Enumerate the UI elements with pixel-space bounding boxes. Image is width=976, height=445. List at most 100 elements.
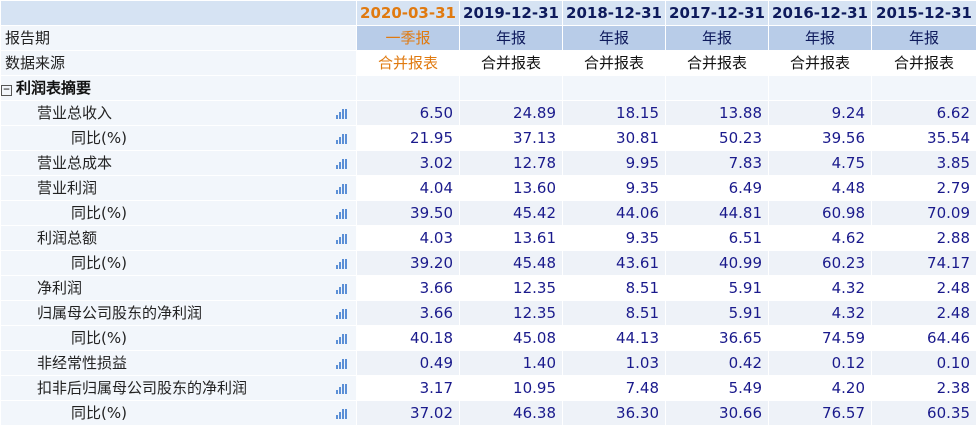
value-cell: 44.13	[562, 325, 666, 351]
bar-chart-icon[interactable]	[336, 284, 348, 294]
row-label: 同比(%)	[0, 325, 357, 351]
data-source-cell: 合并报表	[665, 50, 769, 76]
value-cell: 2.88	[871, 225, 976, 251]
table-row: 营业总收入 6.50 24.89 18.15 13.88 9.24 6.62	[0, 100, 976, 126]
value-cell: 0.49	[356, 350, 460, 376]
table-row: 同比(%) 40.18 45.08 44.13 36.65 74.59 64.46	[0, 325, 976, 351]
value-cell: 50.23	[665, 125, 769, 151]
value-cell: 46.38	[459, 400, 563, 426]
value-cell: 1.40	[459, 350, 563, 376]
value-cell: 3.85	[871, 150, 976, 176]
data-source-row: 数据来源 合并报表 合并报表 合并报表 合并报表 合并报表 合并报表	[0, 50, 976, 76]
value-cell: 7.48	[562, 375, 666, 401]
data-source-label: 数据来源	[0, 50, 357, 76]
row-label: 营业总收入	[0, 100, 357, 126]
report-type-cell: 年报	[665, 25, 769, 51]
period-header[interactable]: 2016-12-31	[768, 0, 872, 26]
value-cell: 44.81	[665, 200, 769, 226]
data-source-cell: 合并报表	[562, 50, 666, 76]
row-label: 同比(%)	[0, 250, 357, 276]
collapse-toggle-icon[interactable]: −	[1, 85, 12, 96]
row-label: 同比(%)	[0, 200, 357, 226]
table-row: 同比(%) 21.95 37.13 30.81 50.23 39.56 35.54	[0, 125, 976, 151]
value-cell: 40.99	[665, 250, 769, 276]
bar-chart-icon[interactable]	[336, 409, 348, 419]
row-label: 归属母公司股东的净利润	[0, 300, 357, 326]
value-cell: 8.51	[562, 275, 666, 301]
value-cell: 4.04	[356, 175, 460, 201]
value-cell: 76.57	[768, 400, 872, 426]
value-cell: 12.35	[459, 300, 563, 326]
data-source-cell: 合并报表	[459, 50, 563, 76]
value-cell: 30.66	[665, 400, 769, 426]
value-cell: 64.46	[871, 325, 976, 351]
value-cell: 2.48	[871, 275, 976, 301]
section-header-row: − 利润表摘要	[0, 75, 976, 101]
value-cell: 4.75	[768, 150, 872, 176]
value-cell: 6.50	[356, 100, 460, 126]
report-type-cell: 年报	[562, 25, 666, 51]
table-row: 扣非后归属母公司股东的净利润 3.17 10.95 7.48 5.49 4.20 2.38	[0, 375, 976, 401]
value-cell: 1.03	[562, 350, 666, 376]
period-header[interactable]: 2020-03-31	[356, 0, 460, 26]
period-header[interactable]: 2018-12-31	[562, 0, 666, 26]
value-cell: 6.49	[665, 175, 769, 201]
value-cell: 2.38	[871, 375, 976, 401]
value-cell: 45.48	[459, 250, 563, 276]
value-cell: 40.18	[356, 325, 460, 351]
period-header[interactable]: 2017-12-31	[665, 0, 769, 26]
table-row: 同比(%) 37.02 46.38 36.30 30.66 76.57 60.35	[0, 400, 976, 426]
value-cell: 35.54	[871, 125, 976, 151]
value-cell: 60.98	[768, 200, 872, 226]
value-cell: 13.61	[459, 225, 563, 251]
table-row: 净利润 3.66 12.35 8.51 5.91 4.32 2.48	[0, 275, 976, 301]
value-cell: 37.13	[459, 125, 563, 151]
bar-chart-icon[interactable]	[336, 334, 348, 344]
bar-chart-icon[interactable]	[336, 259, 348, 269]
value-cell: 30.81	[562, 125, 666, 151]
bar-chart-icon[interactable]	[336, 184, 348, 194]
data-source-cell: 合并报表	[356, 50, 460, 76]
row-label: 净利润	[0, 275, 357, 301]
row-label: 非经常性损益	[0, 350, 357, 376]
value-cell: 3.66	[356, 275, 460, 301]
bar-chart-icon[interactable]	[336, 359, 348, 369]
table-row: 营业利润 4.04 13.60 9.35 6.49 4.48 2.79	[0, 175, 976, 201]
bar-chart-icon[interactable]	[336, 109, 348, 119]
value-cell: 9.24	[768, 100, 872, 126]
bar-chart-icon[interactable]	[336, 134, 348, 144]
report-type-cell: 年报	[871, 25, 976, 51]
value-cell: 9.35	[562, 175, 666, 201]
bar-chart-icon[interactable]	[336, 234, 348, 244]
value-cell: 3.02	[356, 150, 460, 176]
bar-chart-icon[interactable]	[336, 209, 348, 219]
period-header[interactable]: 2019-12-31	[459, 0, 563, 26]
value-cell: 9.95	[562, 150, 666, 176]
value-cell: 2.48	[871, 300, 976, 326]
financial-summary-table: 2020-03-31 2019-12-31 2018-12-31 2017-12…	[0, 0, 976, 426]
table-row: 利润总额 4.03 13.61 9.35 6.51 4.62 2.88	[0, 225, 976, 251]
value-cell: 39.56	[768, 125, 872, 151]
value-cell: 4.03	[356, 225, 460, 251]
value-cell: 44.06	[562, 200, 666, 226]
report-type-cell: 年报	[768, 25, 872, 51]
value-cell: 2.79	[871, 175, 976, 201]
report-type-row: 报告期 一季报 年报 年报 年报 年报 年报	[0, 25, 976, 51]
value-cell: 74.59	[768, 325, 872, 351]
value-cell: 12.78	[459, 150, 563, 176]
value-cell: 3.17	[356, 375, 460, 401]
value-cell: 21.95	[356, 125, 460, 151]
value-cell: 36.30	[562, 400, 666, 426]
section-title-cell[interactable]: − 利润表摘要	[0, 75, 357, 101]
value-cell: 60.23	[768, 250, 872, 276]
value-cell: 4.32	[768, 300, 872, 326]
period-header[interactable]: 2015-12-31	[871, 0, 976, 26]
value-cell: 5.49	[665, 375, 769, 401]
row-label: 利润总额	[0, 225, 357, 251]
bar-chart-icon[interactable]	[336, 309, 348, 319]
value-cell: 39.20	[356, 250, 460, 276]
bar-chart-icon[interactable]	[336, 384, 348, 394]
table-row: 非经常性损益 0.49 1.40 1.03 0.42 0.12 0.10	[0, 350, 976, 376]
section-title: 利润表摘要	[16, 79, 92, 97]
bar-chart-icon[interactable]	[336, 159, 348, 169]
